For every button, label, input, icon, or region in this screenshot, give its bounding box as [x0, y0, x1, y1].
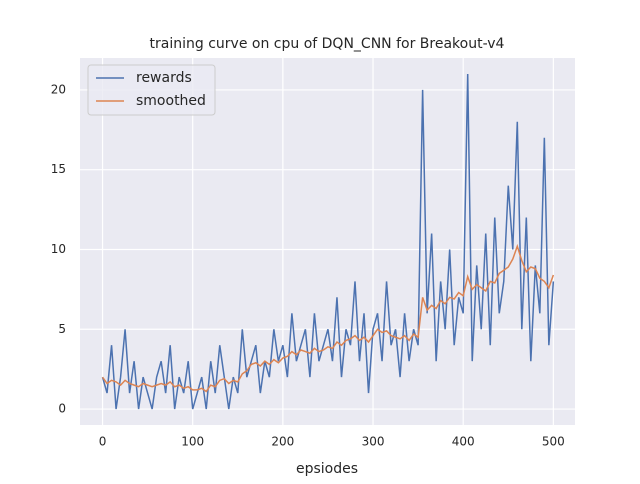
- x-tick-label: 500: [542, 435, 565, 449]
- data-line: [101, 243, 555, 393]
- x-tick-label: 100: [181, 435, 204, 449]
- x-tick-label: 400: [452, 435, 475, 449]
- data-line: [101, 73, 555, 410]
- y-tick-label: 10: [51, 242, 66, 256]
- x-tick-label: 0: [99, 435, 107, 449]
- y-tick-label: 15: [51, 162, 66, 176]
- x-tick-label: 300: [362, 435, 385, 449]
- y-tick-label: 20: [51, 82, 66, 96]
- x-axis-label: epsiodes: [296, 461, 358, 477]
- plot-area: [80, 58, 575, 425]
- y-tick-label: 5: [58, 322, 66, 336]
- legend-label: rewards: [136, 70, 192, 86]
- y-tick-label: 0: [58, 402, 66, 416]
- legend-label: smoothed: [136, 93, 206, 109]
- chart-title: training curve on cpu of DQN_CNN for Bre…: [150, 36, 505, 52]
- x-tick-label: 200: [271, 435, 294, 449]
